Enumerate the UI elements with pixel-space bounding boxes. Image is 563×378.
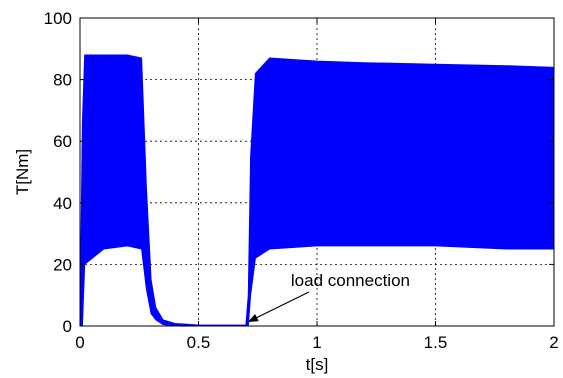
x-axis-label: t[s] [306, 355, 329, 374]
annotation-load-connection: load connection [291, 271, 410, 290]
x-tick-label: 0.5 [187, 333, 211, 352]
y-tick-label: 40 [53, 194, 72, 213]
annotations: load connection [247, 271, 410, 323]
annotation-arrow [247, 291, 310, 323]
series-line [80, 54, 555, 328]
y-tick-label: 20 [53, 255, 72, 274]
y-tick-label: 60 [53, 132, 72, 151]
annotation-arrow-head [247, 313, 259, 322]
x-tick-label: 1.5 [424, 333, 448, 352]
y-tick-label: 100 [44, 9, 72, 28]
x-tick-label: 1 [312, 333, 321, 352]
y-tick-label: 80 [53, 71, 72, 90]
y-tick-label: 0 [63, 317, 72, 336]
x-tick-label: 0 [75, 333, 84, 352]
x-tick-label: 2 [549, 333, 558, 352]
y-axis-label: T[Nm] [13, 149, 32, 195]
